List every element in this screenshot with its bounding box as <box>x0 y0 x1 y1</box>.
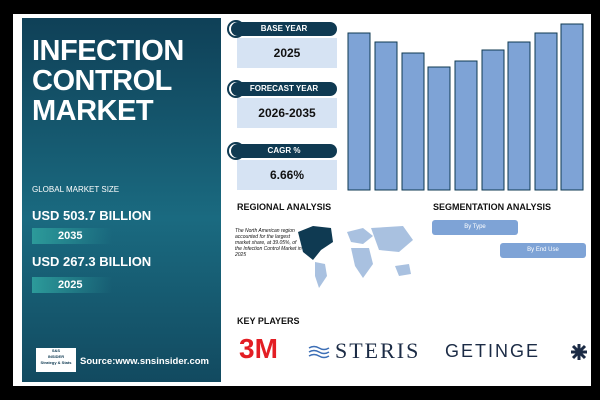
company-logo: STERIS <box>335 338 420 363</box>
company-logo: 3M <box>239 333 278 364</box>
logo-text: INSIDER <box>47 354 65 359</box>
bar <box>481 49 505 191</box>
section-title: SEGMENTATION ANALYSIS <box>433 202 552 212</box>
map-north-america <box>298 226 333 260</box>
section-title: KEY PLAYERS <box>237 316 300 326</box>
title-line: INFECTION <box>32 35 184 67</box>
segment-tag: By Type <box>432 220 518 235</box>
map-asia <box>371 226 413 252</box>
market-size-label: GLOBAL MARKET SIZE <box>32 185 120 194</box>
map-africa <box>351 248 373 278</box>
bar <box>534 32 558 191</box>
title-line: CONTROL <box>32 65 172 97</box>
forecast-value: USD 503.7 BILLION <box>32 208 152 223</box>
card-label: FORECAST YEAR <box>231 82 337 96</box>
forecast-year: 2035 <box>32 228 112 244</box>
base-value: USD 267.3 BILLION <box>32 254 152 269</box>
bar <box>374 41 398 191</box>
bar <box>401 52 425 191</box>
decor: 3M STERIS GETINGE <box>239 23 587 364</box>
map-europe <box>347 228 373 244</box>
card-label: CAGR % <box>231 144 337 158</box>
logo: S&S INSIDER Strategy & Stats <box>36 348 76 372</box>
bar <box>507 41 531 191</box>
getinge-icon <box>571 344 587 360</box>
segment-tag: By End Use <box>500 243 586 258</box>
title-line: MARKET <box>32 95 154 127</box>
company-logo: GETINGE <box>445 341 540 361</box>
card-value: 6.66% <box>237 160 337 190</box>
map-oceania <box>395 264 411 276</box>
map-south-america <box>315 262 327 288</box>
card-value: 2026-2035 <box>237 98 337 128</box>
section-title: REGIONAL ANALYSIS <box>237 202 332 212</box>
card-value: 2025 <box>237 38 337 68</box>
logo-text: Strategy & Stats <box>40 360 72 365</box>
source: Source:www.snsinsider.com <box>80 356 209 367</box>
steris-icon <box>308 345 330 359</box>
left-panel: INFECTION CONTROL MARKET GLOBAL MARKET S… <box>22 18 221 382</box>
logo-text: S&S <box>51 348 61 353</box>
bar <box>454 60 478 191</box>
bar <box>427 66 451 191</box>
bar <box>560 23 584 191</box>
base-year: 2025 <box>32 277 112 293</box>
canvas: INFECTION CONTROL MARKET GLOBAL MARKET S… <box>13 14 591 386</box>
bar <box>347 32 371 191</box>
card-label: BASE YEAR <box>231 22 337 36</box>
regional-note: The North American region accounted for … <box>235 228 302 258</box>
